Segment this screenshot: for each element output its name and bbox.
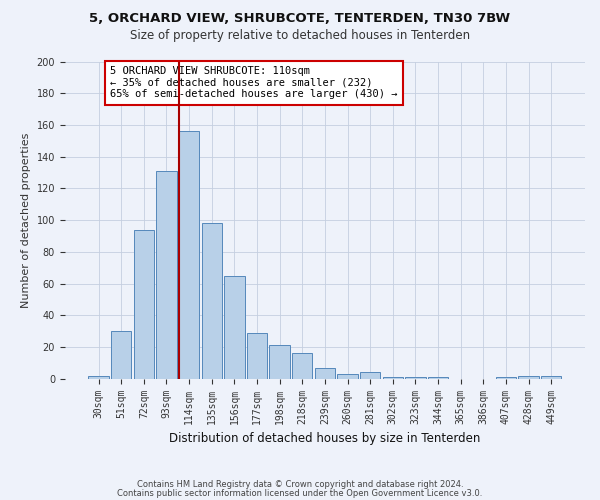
Bar (157, 171, 176, 378)
Bar (541, 376, 562, 378)
Bar (428, 377, 448, 378)
Bar (88, 376, 109, 378)
Bar (518, 376, 539, 378)
Bar (292, 354, 313, 378)
Bar (383, 377, 403, 378)
Bar (337, 374, 358, 378)
Bar (496, 377, 516, 378)
Bar (202, 224, 222, 378)
Bar (179, 132, 199, 378)
Bar (224, 276, 245, 378)
Bar (111, 331, 131, 378)
Text: Size of property relative to detached houses in Tenterden: Size of property relative to detached ho… (130, 28, 470, 42)
Text: 5, ORCHARD VIEW, SHRUBCOTE, TENTERDEN, TN30 7BW: 5, ORCHARD VIEW, SHRUBCOTE, TENTERDEN, T… (89, 12, 511, 26)
Bar (405, 377, 425, 378)
Y-axis label: Number of detached properties: Number of detached properties (21, 132, 31, 308)
Text: 5 ORCHARD VIEW SHRUBCOTE: 110sqm
← 35% of detached houses are smaller (232)
65% : 5 ORCHARD VIEW SHRUBCOTE: 110sqm ← 35% o… (110, 66, 397, 100)
Bar (247, 332, 267, 378)
Bar (360, 372, 380, 378)
Text: Contains HM Land Registry data © Crown copyright and database right 2024.: Contains HM Land Registry data © Crown c… (137, 480, 463, 489)
Bar (315, 368, 335, 378)
X-axis label: Distribution of detached houses by size in Tenterden: Distribution of detached houses by size … (169, 432, 481, 445)
Text: Contains public sector information licensed under the Open Government Licence v3: Contains public sector information licen… (118, 489, 482, 498)
Bar (134, 230, 154, 378)
Bar (269, 346, 290, 378)
